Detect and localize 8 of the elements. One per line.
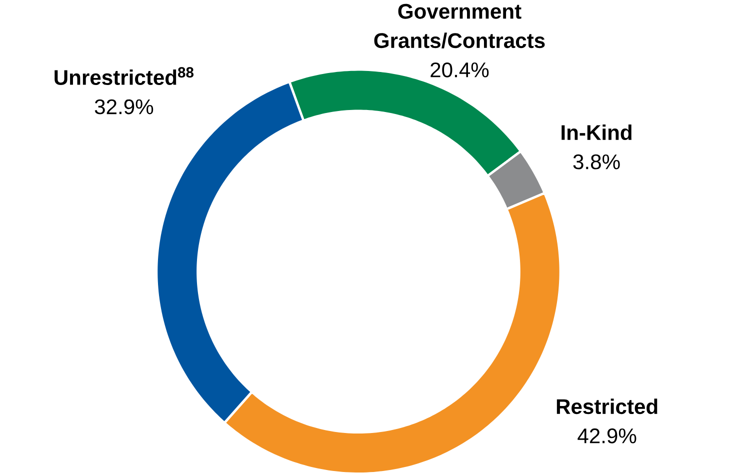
data-label: 32.9% [94,99,154,114]
slice-label: In-Kind [562,124,632,140]
data-label: 3.8% [573,154,620,170]
data-label: 42.9% [578,428,636,444]
slice-label: Unrestricted$^{88}$ [54,67,194,86]
slice-label: Government Grants/Contracts [374,4,545,48]
data-label: 20.4% [430,62,489,78]
slice-label: Restricted [556,398,658,414]
